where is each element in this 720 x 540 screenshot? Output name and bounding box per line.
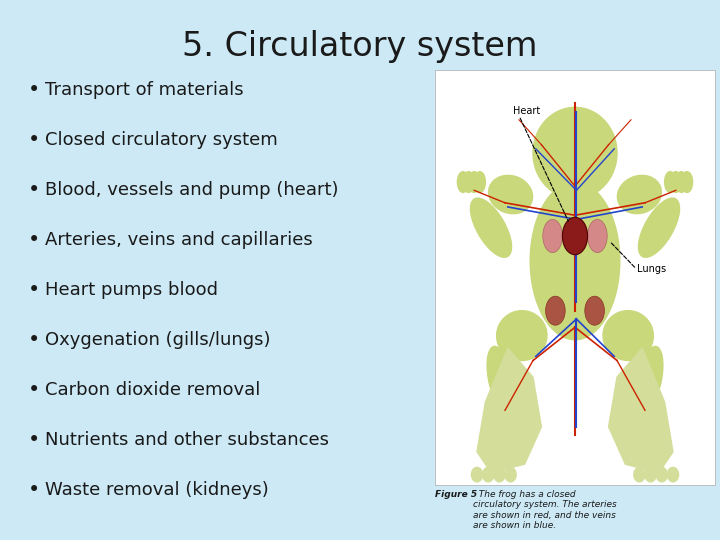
Ellipse shape — [670, 172, 681, 192]
Text: •: • — [28, 280, 40, 300]
Ellipse shape — [603, 310, 653, 361]
Ellipse shape — [457, 172, 469, 192]
Ellipse shape — [474, 172, 485, 192]
Text: Heart: Heart — [513, 106, 541, 117]
Text: •: • — [28, 480, 40, 500]
Text: •: • — [28, 380, 40, 400]
Ellipse shape — [530, 182, 620, 340]
Text: Heart pumps blood: Heart pumps blood — [45, 281, 218, 299]
Ellipse shape — [562, 217, 588, 255]
Text: Waste removal (kidneys): Waste removal (kidneys) — [45, 481, 269, 499]
Ellipse shape — [505, 467, 516, 482]
Ellipse shape — [681, 172, 693, 192]
Ellipse shape — [533, 107, 617, 199]
Text: Lungs: Lungs — [636, 264, 666, 274]
Text: •: • — [28, 80, 40, 100]
Text: Blood, vessels and pump (heart): Blood, vessels and pump (heart) — [45, 181, 338, 199]
Text: Oxygenation (gills/lungs): Oxygenation (gills/lungs) — [45, 331, 271, 349]
Ellipse shape — [588, 219, 607, 253]
Ellipse shape — [482, 467, 494, 482]
Ellipse shape — [543, 219, 562, 253]
Polygon shape — [608, 348, 673, 472]
Text: Transport of materials: Transport of materials — [45, 81, 243, 99]
Text: Figure 5: Figure 5 — [435, 490, 477, 499]
Ellipse shape — [618, 176, 662, 214]
Ellipse shape — [472, 467, 482, 482]
Text: 5. Circulatory system: 5. Circulatory system — [182, 30, 538, 63]
Ellipse shape — [494, 467, 505, 482]
Text: Nutrients and other substances: Nutrients and other substances — [45, 431, 329, 449]
Text: The frog has a closed
circulatory system. The arteries
are shown in red, and the: The frog has a closed circulatory system… — [473, 490, 617, 530]
Text: •: • — [28, 180, 40, 200]
Ellipse shape — [634, 467, 645, 482]
Ellipse shape — [639, 198, 680, 257]
Ellipse shape — [667, 467, 679, 482]
Ellipse shape — [469, 172, 480, 192]
Ellipse shape — [489, 176, 533, 214]
Text: •: • — [28, 230, 40, 250]
Ellipse shape — [656, 467, 667, 482]
Ellipse shape — [665, 172, 676, 192]
Text: Carbon dioxide removal: Carbon dioxide removal — [45, 381, 261, 399]
Ellipse shape — [645, 467, 656, 482]
Ellipse shape — [497, 310, 547, 361]
Ellipse shape — [676, 172, 687, 192]
Text: •: • — [28, 130, 40, 150]
Text: Closed circulatory system: Closed circulatory system — [45, 131, 278, 149]
FancyBboxPatch shape — [435, 70, 715, 485]
Polygon shape — [477, 348, 541, 472]
Text: Arteries, veins and capillaries: Arteries, veins and capillaries — [45, 231, 312, 249]
Text: •: • — [28, 330, 40, 350]
Ellipse shape — [585, 296, 604, 325]
Ellipse shape — [470, 198, 511, 257]
Ellipse shape — [546, 296, 565, 325]
Text: •: • — [28, 430, 40, 450]
Ellipse shape — [487, 346, 512, 408]
Ellipse shape — [639, 346, 663, 408]
Ellipse shape — [463, 172, 474, 192]
